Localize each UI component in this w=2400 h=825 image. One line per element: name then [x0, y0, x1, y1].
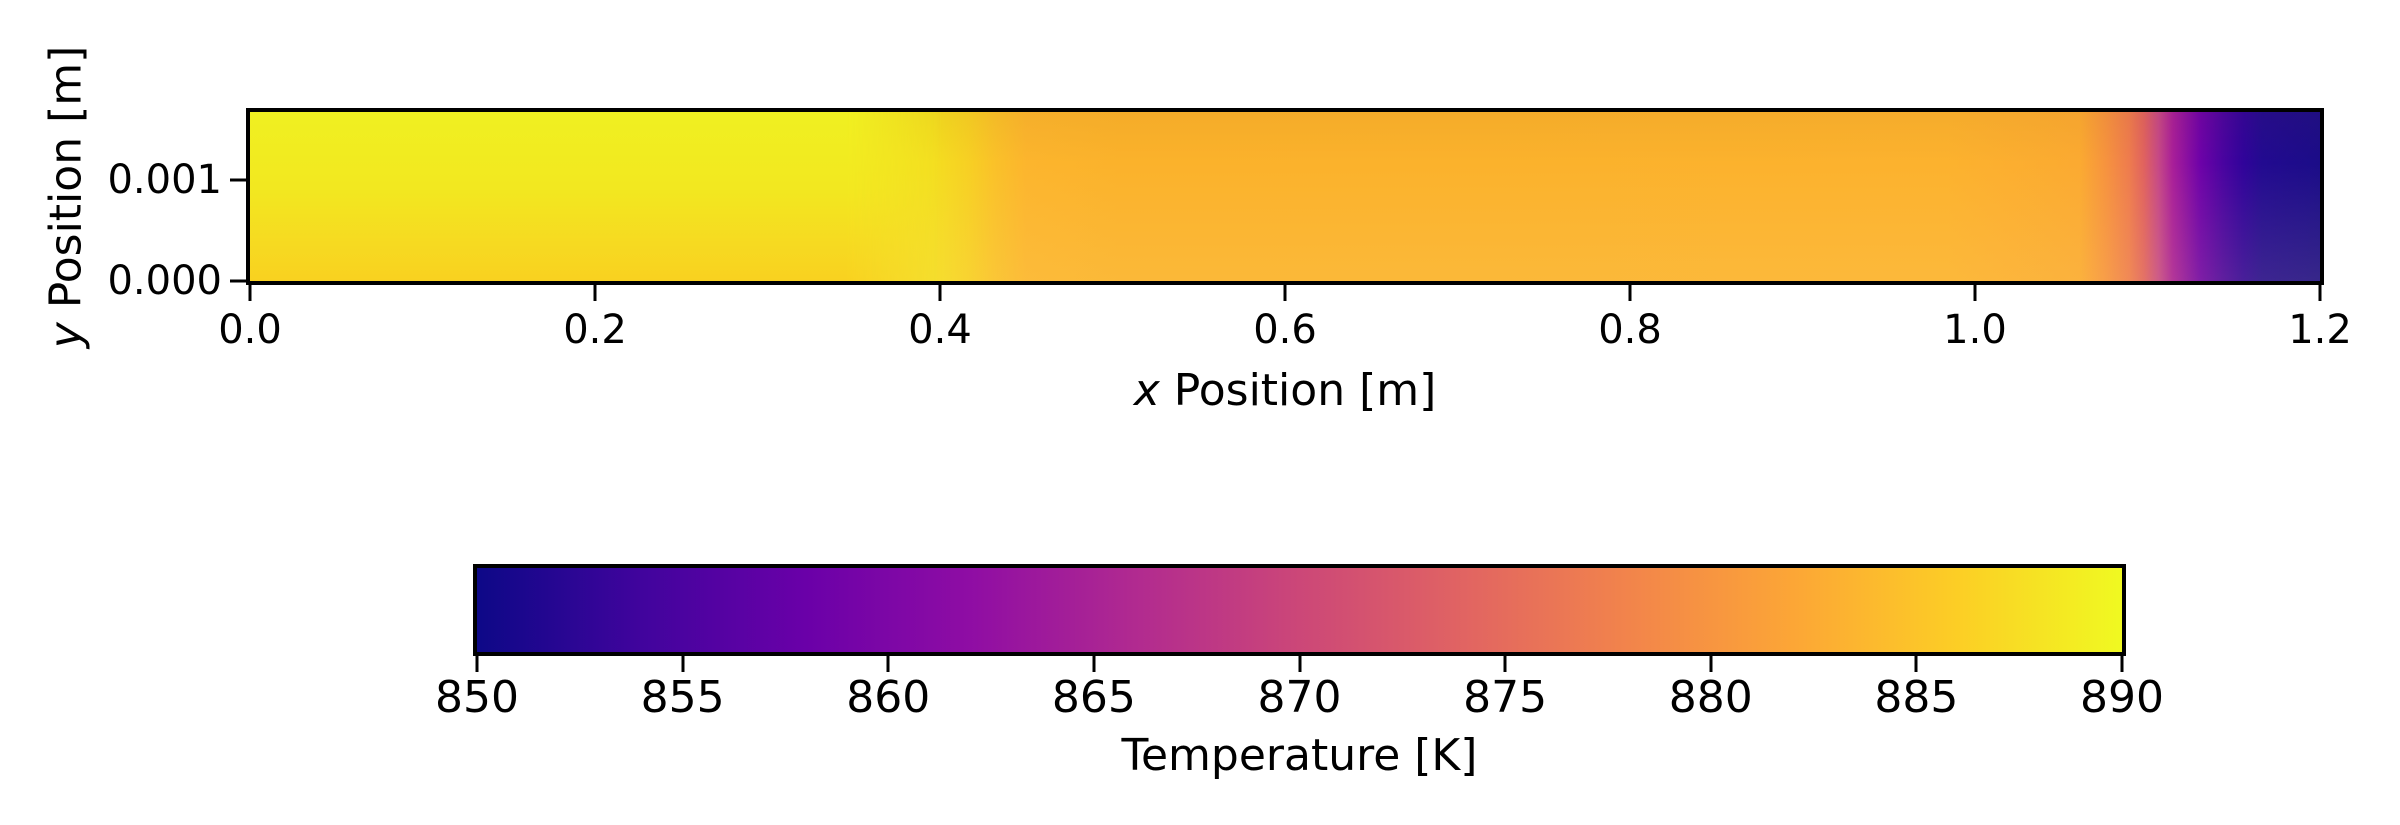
colorbar-tick-mark [1092, 656, 1096, 672]
x-tick-mark [248, 285, 252, 301]
y-tick-mark [230, 178, 246, 182]
x-tick-mark [1973, 285, 1977, 301]
colorbar-tick-label: 885 [1874, 672, 1959, 723]
colorbar-tick-label: 890 [2080, 672, 2164, 723]
colorbar-tick-mark [1298, 656, 1301, 672]
colorbar-tick-label: 880 [1668, 672, 1753, 723]
x-tick-mark [1283, 285, 1287, 301]
x-tick-mark [938, 285, 942, 301]
y-axis-label-rest: Position [m] [40, 45, 92, 322]
colorbar-tick-mark [886, 656, 890, 672]
x-tick-label: 0.8 [1598, 307, 1662, 353]
y-axis-label-variable: y [40, 321, 92, 348]
colorbar-tick-mark [1709, 656, 1713, 672]
colorbar-area: 850 855 860 865 870 875 880 885 890 Temp… [435, 564, 2164, 781]
colorbar-label: Temperature [K] [1121, 730, 1478, 781]
y-tick-label: 0.001 [107, 156, 222, 203]
x-tick-label: 0.4 [908, 307, 972, 353]
colorbar-tick-label: 855 [640, 672, 725, 723]
x-tick-mark [2318, 285, 2322, 301]
colorbar-tick-label: 860 [846, 672, 931, 723]
x-axis-label: x Position [m] [1134, 365, 1437, 416]
x-axis-label-variable: x [1133, 365, 1160, 416]
colorbar-tick-mark [475, 656, 479, 672]
colorbar-tick-label: 870 [1257, 672, 1342, 723]
y-tick-mark [230, 279, 246, 283]
x-tick-label: 1.2 [2288, 307, 2352, 353]
colorbar-gradient [477, 568, 2122, 652]
colorbar-tick-label: 875 [1463, 672, 1548, 723]
x-tick-label: 1.0 [1943, 307, 2007, 353]
colorbar-tick-mark [1914, 656, 1918, 672]
colorbar-tick-mark [2120, 656, 2124, 672]
x-tick-mark [1628, 285, 1632, 301]
colorbar-tick-label: 865 [1051, 672, 1136, 723]
plot-area: 0.0 0.2 0.4 0.6 0.8 1.0 1.2 0.000 0.001 … [41, 45, 2352, 416]
x-tick-label: 0.0 [218, 307, 282, 353]
x-tick-label: 0.2 [563, 307, 627, 353]
colorbar-tick-label: 850 [435, 672, 519, 723]
x-axis-label-rest: Position [m] [1159, 365, 1437, 416]
colorbar-tick-mark [681, 656, 685, 672]
x-tick-mark [593, 285, 597, 301]
x-tick-label: 0.6 [1253, 307, 1317, 353]
y-axis-label: y Position [m] [41, 45, 92, 348]
y-tick-label: 0.000 [107, 258, 222, 304]
heatmap-vertical-gradient-overlay [250, 112, 944, 281]
colorbar-tick-mark [1503, 656, 1507, 672]
